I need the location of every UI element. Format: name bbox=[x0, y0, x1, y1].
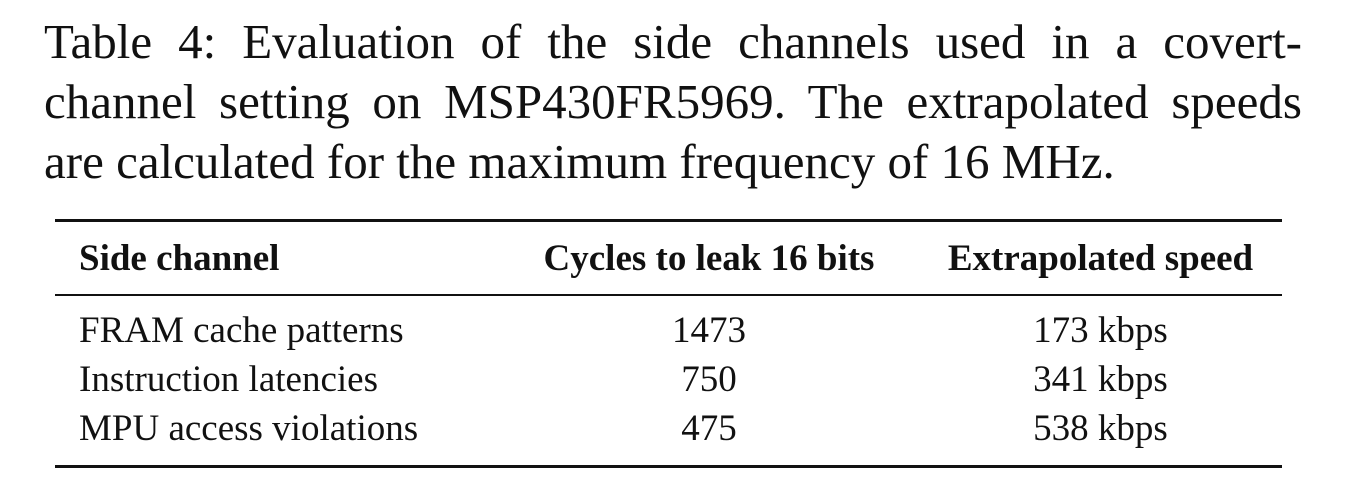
cell-cycles: 475 bbox=[681, 408, 737, 449]
caption-line: channel setting on MSP430FR5969. The ext… bbox=[44, 74, 1302, 129]
table-row: Instruction latencies 750 341 kbps bbox=[55, 355, 1282, 404]
caption-line: Table 4: Evaluation of the side channels… bbox=[44, 14, 1302, 69]
results-table: Side channel Cycles to leak 16 bits Extr… bbox=[55, 219, 1282, 468]
cell-speed: 173 kbps bbox=[1033, 310, 1168, 351]
cell-speed: 538 kbps bbox=[1033, 408, 1168, 449]
results-table-container: Side channel Cycles to leak 16 bits Extr… bbox=[55, 219, 1282, 468]
cell-side-channel: FRAM cache patterns bbox=[79, 310, 404, 351]
header-speed: Extrapolated speed bbox=[947, 237, 1254, 279]
header-side-channel: Side channel bbox=[79, 237, 280, 279]
cell-cycles: 1473 bbox=[672, 310, 746, 351]
cell-side-channel: Instruction latencies bbox=[79, 359, 378, 400]
cell-speed: 341 kbps bbox=[1033, 359, 1168, 400]
table-row: MPU access violations 475 538 kbps bbox=[55, 404, 1282, 467]
table-header-row: Side channel Cycles to leak 16 bits Extr… bbox=[55, 220, 1282, 295]
table-row: FRAM cache patterns 1473 173 kbps bbox=[55, 295, 1282, 355]
table-caption: Table 4: Evaluation of the side channels… bbox=[44, 12, 1302, 192]
caption-line: are calculated for the maximum frequency… bbox=[44, 134, 1115, 189]
header-cycles: Cycles to leak 16 bits bbox=[543, 237, 875, 279]
cell-side-channel: MPU access violations bbox=[79, 408, 419, 449]
cell-cycles: 750 bbox=[681, 359, 737, 400]
